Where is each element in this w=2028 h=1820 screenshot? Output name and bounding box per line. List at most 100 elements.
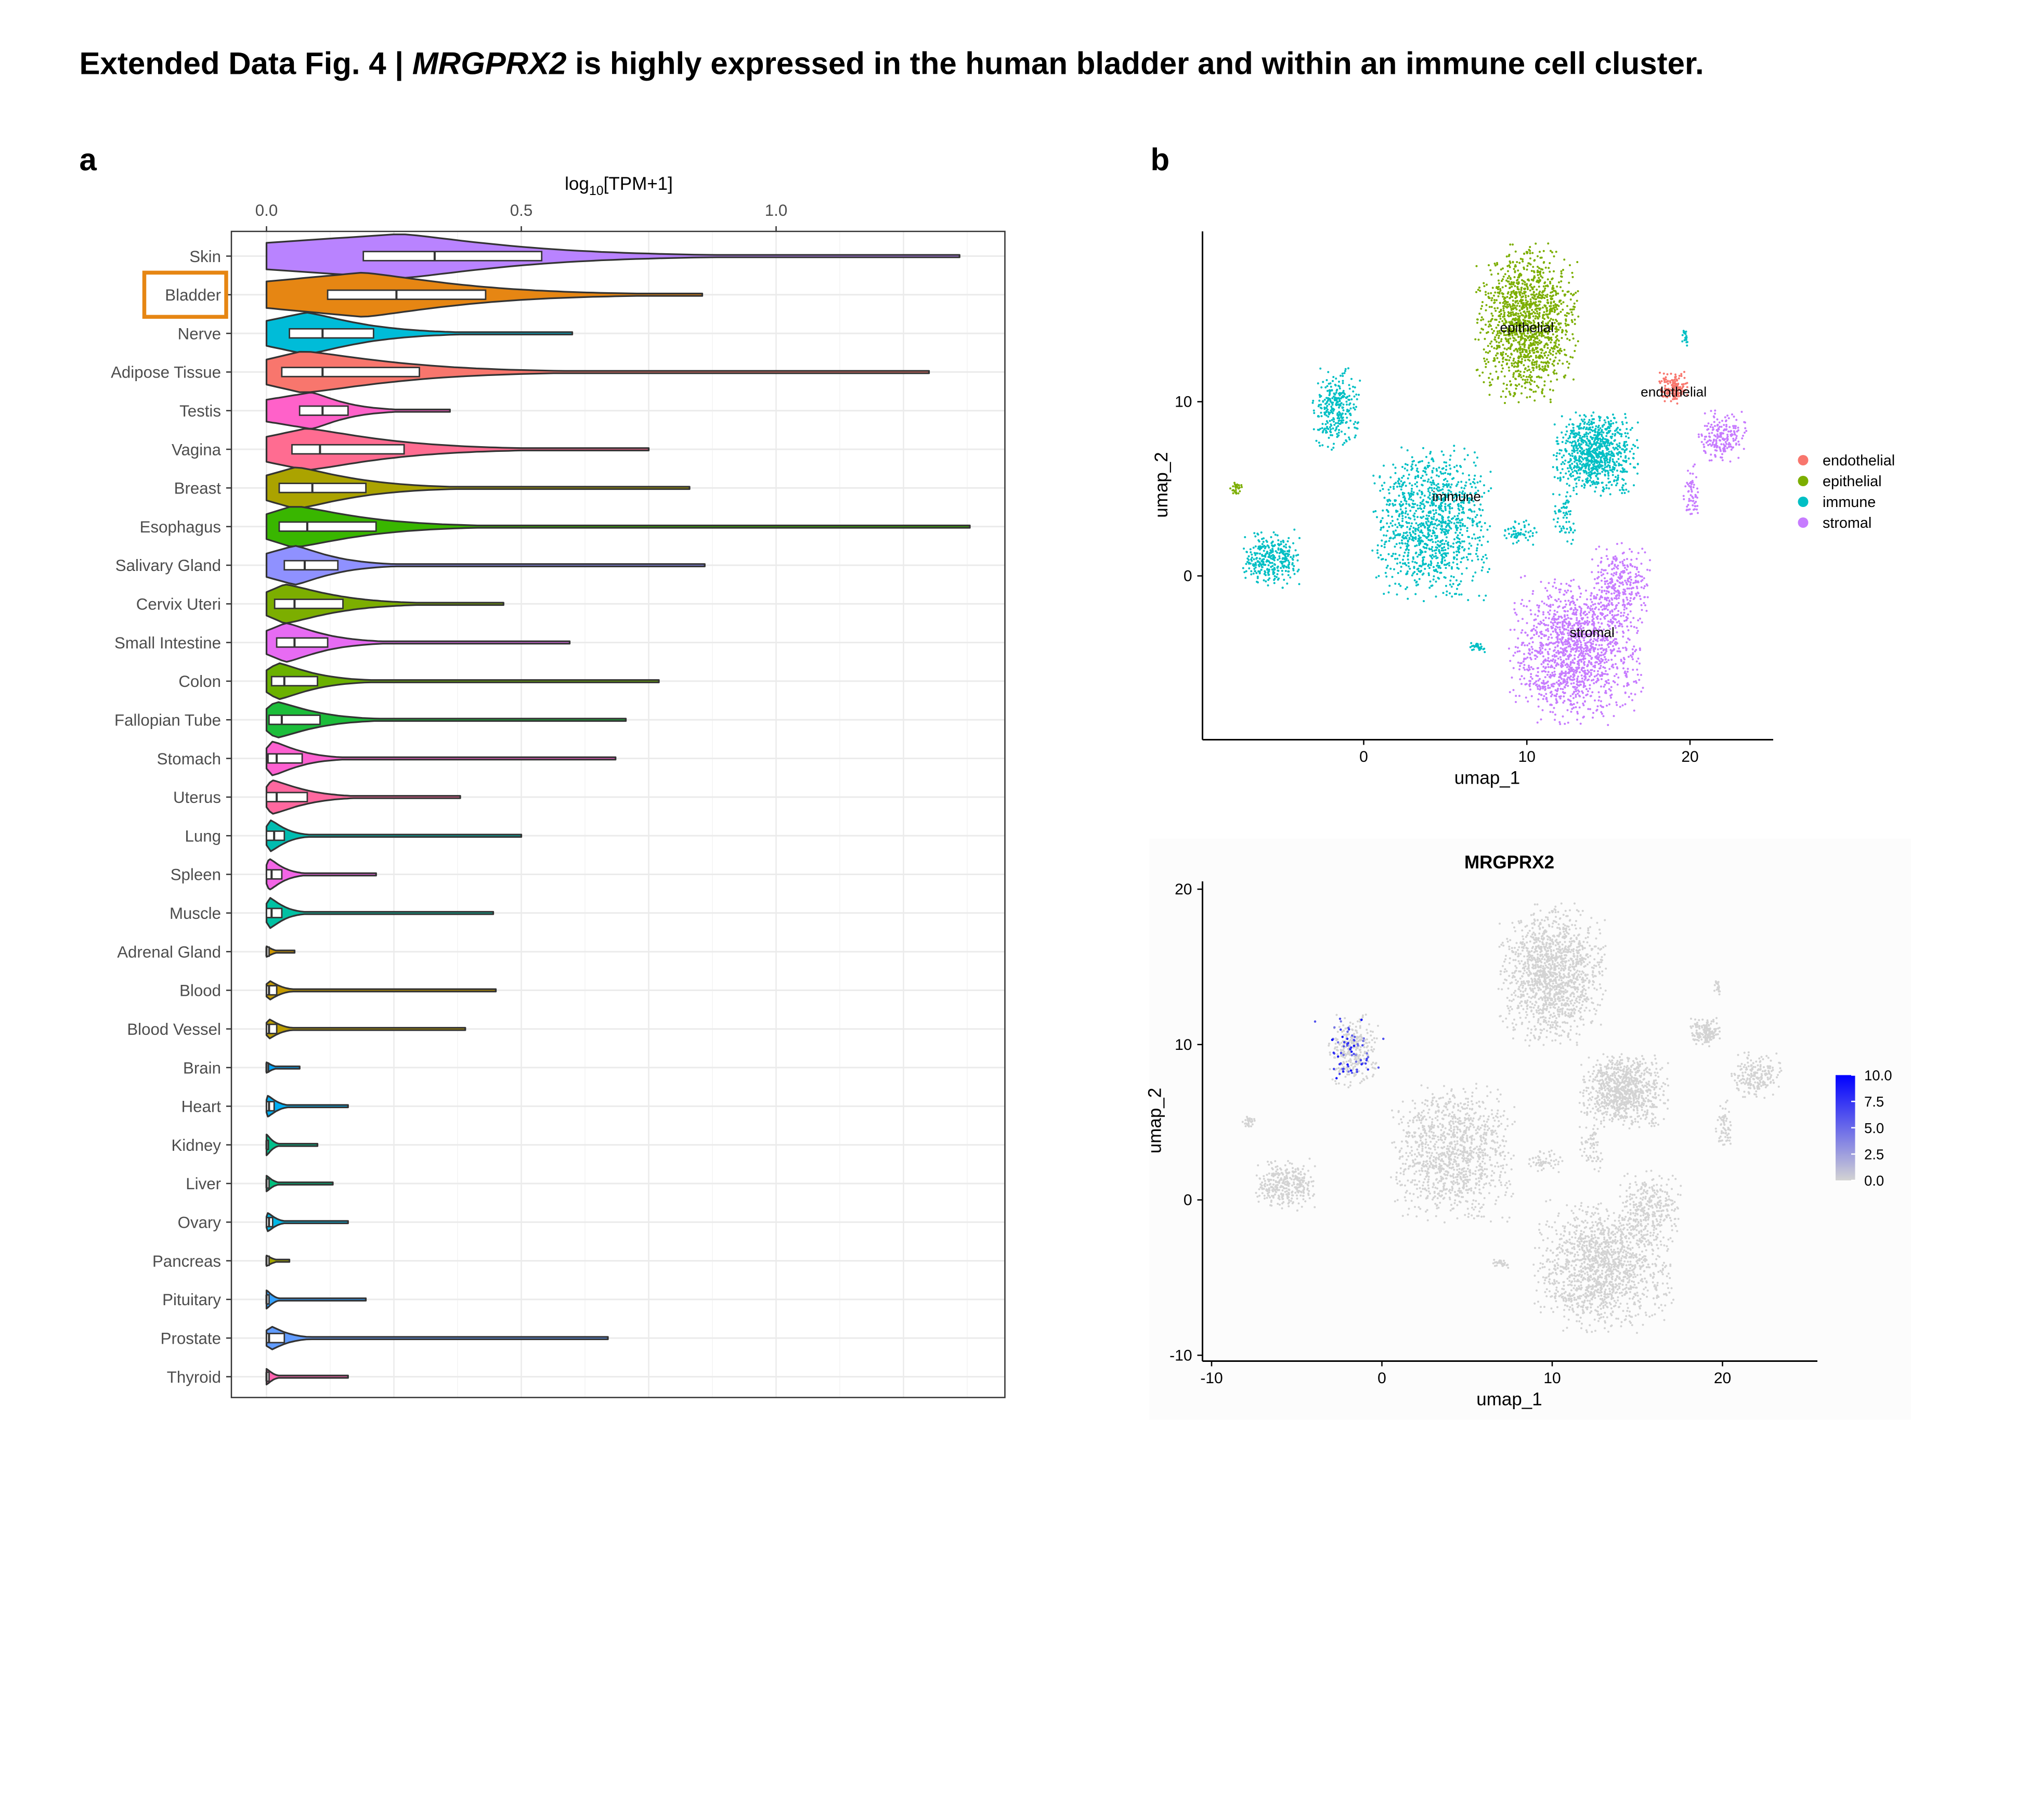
cell-point-epithelial [1509,266,1511,268]
cell-point-immune [1254,554,1257,556]
cell-point-stromal [1572,609,1575,612]
cell-point-epithelial [1532,266,1535,268]
plot-background [231,231,1005,1398]
cell-point-immune [1441,539,1444,541]
cell-point-immune [1636,447,1639,449]
cell-point-immune [1610,452,1613,454]
cell-point-epithelial [1536,361,1538,363]
cell-point-immune [1609,443,1611,445]
cell-point-epithelial [1496,357,1499,359]
cell-point-immune [1274,556,1276,559]
cell-point-immune [1431,550,1434,552]
cell-point-immune [1441,518,1444,521]
cell-point-immune [1576,452,1579,454]
cell-point-immune [1485,594,1487,597]
cell-point-immune [1331,380,1334,382]
cell-point-immune [1608,461,1610,464]
cell-point-immune [1562,502,1565,505]
cell-point-immune [1468,478,1471,481]
cell-point-immune [1422,560,1424,562]
cell-point-immune [1332,417,1335,420]
cell-point-epithelial [1491,287,1494,289]
cell-point-immune [1581,485,1583,487]
cell-point-immune [1623,443,1626,446]
violin-spleen [265,858,377,891]
cell-point-immune [1386,509,1388,511]
cell-point-immune [1385,558,1387,561]
cell-point-immune [1462,556,1465,559]
cell-point-immune [1421,484,1423,486]
cell-point-immune [1591,460,1593,462]
cell-point-immune [1311,401,1314,404]
cell-point-immune [1423,563,1426,566]
cell-point-immune [1571,423,1574,425]
cell-point-immune [1420,491,1423,493]
cell-point-immune [1427,574,1430,576]
cell-point-immune [1277,547,1280,550]
cell-point-immune [1474,464,1477,467]
cell-point-epithelial [1513,268,1515,270]
cell-point-epithelial [1559,326,1562,329]
cell-point-epithelial [1552,350,1554,353]
cell-point-immune [1269,549,1272,552]
cell-point-immune [1439,514,1441,516]
cell-point-epithelial [1537,322,1539,324]
cell-point-immune [1441,558,1444,561]
cell-point-immune [1338,406,1340,409]
cell-point-immune [1578,479,1580,482]
cell-point-immune [1439,506,1441,509]
cell-point-epithelial [1533,399,1536,402]
cell-point-immune [1410,535,1412,537]
cell-point-epithelial [1550,291,1552,294]
cell-point-epithelial [1481,301,1484,303]
cell-point-epithelial [1496,287,1499,289]
cell-point-immune [1609,425,1612,427]
cell-point-immune [1443,531,1445,534]
cell-point-immune [1318,441,1320,444]
cell-point-immune [1471,486,1473,488]
cell-point-immune [1296,559,1299,562]
cell-point-epithelial [1536,310,1538,313]
cell-point-immune [1608,427,1610,430]
cell-point-immune [1397,533,1399,536]
violin-thyroid [265,1368,349,1386]
cell-point-immune [1583,418,1585,421]
cell-point-immune [1473,510,1476,513]
cell-point-epithelial [1528,359,1531,362]
cell-point-epithelial [1518,276,1520,278]
cell-point-immune [1581,479,1584,482]
cell-point-immune [1605,428,1607,431]
cell-point-immune [1511,534,1513,536]
cell-point-immune [1442,467,1445,470]
cell-point-immune [1333,398,1336,400]
cell-point-stromal [1604,683,1606,686]
cell-point-stromal [1637,619,1640,622]
cell-point-stromal [1639,649,1641,651]
cell-point-immune [1590,423,1592,425]
cell-point-epithelial [1525,296,1527,299]
cell-point-stromal [1546,700,1549,703]
cell-point-immune [1578,459,1580,462]
cell-point-immune [1525,530,1527,533]
cell-point-immune [1418,489,1421,492]
cell-point-immune [1413,579,1416,581]
cell-point-immune [1412,503,1415,505]
cell-point-epithelial [1549,305,1551,307]
cell-point-immune [1427,462,1430,464]
cell-point-immune [1415,562,1418,564]
cell-point-epithelial [1507,270,1509,272]
cell-point-immune [1479,529,1482,531]
cell-point-immune [1605,487,1608,489]
cell-point-immune [1624,446,1626,448]
cell-point-epithelial [1498,334,1500,337]
cell-point-immune [1401,562,1404,565]
cell-point-immune [1447,473,1449,475]
cell-point-immune [1415,544,1418,547]
cell-point-immune [1324,386,1327,389]
cell-point-immune [1401,476,1403,479]
cell-point-immune [1382,488,1384,490]
cell-point-epithelial [1502,351,1504,354]
cell-point-immune [1576,449,1578,452]
cell-point-immune [1341,396,1343,399]
cell-point-immune [1243,571,1246,574]
